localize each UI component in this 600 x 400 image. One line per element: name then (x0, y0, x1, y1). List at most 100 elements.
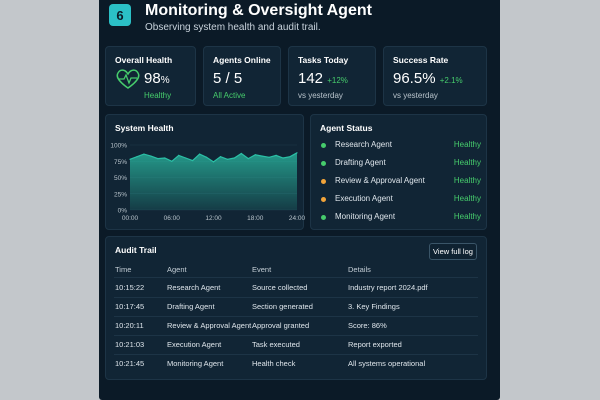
agent-status-row: Review & Approval Agent Healthy (321, 175, 481, 189)
table-cell: Section generated (252, 302, 313, 311)
dashboard-panel: 6 Monitoring & Oversight Agent Observing… (99, 0, 500, 400)
data-point (205, 156, 208, 158)
data-point (136, 156, 138, 158)
area-fill (130, 152, 297, 210)
agent-name: Execution Agent (335, 194, 393, 203)
data-point (178, 154, 180, 156)
x-tick-label: 12:00 (205, 215, 222, 222)
page-header: 6 Monitoring & Oversight Agent Observing… (99, 0, 500, 42)
data-point (254, 154, 256, 156)
column-header: Agent (167, 265, 187, 274)
status-dot (321, 179, 326, 184)
agent-status-row: Drafting Agent Healthy (321, 157, 481, 171)
kpi-sub: vs yesterday (298, 91, 343, 100)
kpi-sub: vs yesterday (393, 91, 438, 100)
data-point (226, 158, 229, 160)
kpi-label: Success Rate (393, 55, 449, 65)
column-header: Event (252, 265, 272, 274)
divider (114, 316, 478, 317)
data-point (129, 158, 131, 160)
data-point (219, 156, 222, 158)
agent-state: Healthy (453, 140, 481, 149)
table-cell: Task executed (252, 340, 300, 349)
data-point (282, 157, 284, 159)
data-point (150, 155, 152, 157)
heart-pulse-icon (116, 69, 140, 89)
kpi-status: Healthy (144, 91, 172, 100)
status-dot (321, 197, 326, 202)
y-tick-label: 50% (114, 175, 127, 182)
data-point (247, 158, 249, 160)
agent-name: Drafting Agent (335, 158, 386, 167)
kpi-agents-online: Agents Online 5 / 5 All Active (203, 46, 281, 106)
kpi-value: 142 (298, 70, 324, 87)
audit-trail-card: Audit Trail View full log Time Agent Event… (105, 236, 487, 380)
data-point (143, 153, 145, 155)
kpi-delta: +2.1% (439, 76, 463, 85)
table-cell: 10:20:11 (115, 321, 144, 330)
kpi-tasks-today: Tasks Today 142 +12% vs yesterday (288, 46, 376, 106)
data-point (275, 154, 277, 156)
data-point (157, 158, 159, 160)
data-point (198, 153, 201, 155)
data-point (296, 152, 298, 154)
divider (114, 277, 478, 278)
x-tick-label: 00:00 (122, 215, 139, 222)
divider (114, 354, 478, 355)
kpi-delta: +12% (327, 76, 348, 85)
table-cell: Health check (252, 359, 296, 368)
agent-name: Monitoring Agent (335, 212, 396, 221)
table-cell: Execution Agent (167, 340, 222, 349)
y-tick-label: 25% (114, 191, 127, 198)
agent-status-row: Research Agent Healthy (321, 139, 481, 153)
table-cell: Approval granted (252, 321, 310, 330)
status-dot (321, 215, 326, 220)
data-point (164, 157, 166, 159)
system-health-card: System Health 100% 75% 50% 25% 0% 00:00 06:00 1… (105, 114, 305, 230)
agent-status-row: Execution Agent Healthy (321, 193, 481, 207)
data-point (185, 157, 187, 159)
table-cell: Review & Approval Agent (167, 321, 252, 330)
y-tick-label: 100% (110, 143, 127, 150)
table-cell: Source collected (252, 283, 308, 292)
kpi-status: All Active (213, 91, 246, 100)
agent-state: Healthy (453, 176, 481, 185)
table-cell: Industry report 2024.pdf (348, 283, 428, 292)
table-cell: All systems operational (348, 359, 426, 368)
kpi-unit: % (160, 75, 170, 86)
page-title: Monitoring & Oversight Agent (145, 2, 372, 19)
data-point (261, 155, 263, 157)
kpi-value: 98 (144, 70, 161, 87)
section-title: Audit Trail (115, 245, 157, 255)
status-dot (321, 143, 326, 148)
view-full-log-button[interactable]: View full log (429, 243, 477, 260)
table-cell: 10:17:45 (115, 302, 145, 311)
x-tick-label: 24:00 (289, 215, 305, 222)
kpi-success-rate: Success Rate 96.5% +2.1% vs yesterday (383, 46, 487, 106)
table-cell: Research Agent (167, 283, 221, 292)
table-cell: Monitoring Agent (167, 359, 224, 368)
section-title: Agent Status (320, 123, 373, 133)
section-title: System Health (115, 123, 174, 133)
y-tick-label: 75% (114, 159, 127, 166)
table-cell: Drafting Agent (167, 302, 215, 311)
agent-status-row: Monitoring Agent Healthy (321, 211, 481, 225)
kpi-value: 5 / 5 (213, 70, 243, 87)
data-point (289, 156, 291, 158)
x-tick-label: 06:00 (164, 215, 181, 222)
agent-status-card: Agent Status Research Agent Healthy Drafti… (310, 114, 487, 230)
kpi-label: Tasks Today (298, 55, 349, 65)
agent-state: Healthy (453, 194, 481, 203)
agent-state: Healthy (453, 212, 481, 221)
data-point (192, 160, 194, 162)
y-tick-label: 0% (118, 208, 128, 215)
agent-name: Research Agent (335, 140, 392, 149)
kpi-value: 96.5% (393, 70, 436, 87)
data-point (240, 152, 242, 155)
table-cell: 10:15:22 (115, 283, 145, 292)
agent-name: Review & Approval Agent (335, 176, 425, 185)
data-point (268, 156, 270, 158)
kpi-label: Agents Online (213, 55, 271, 65)
data-point (233, 157, 235, 159)
divider (114, 297, 478, 298)
